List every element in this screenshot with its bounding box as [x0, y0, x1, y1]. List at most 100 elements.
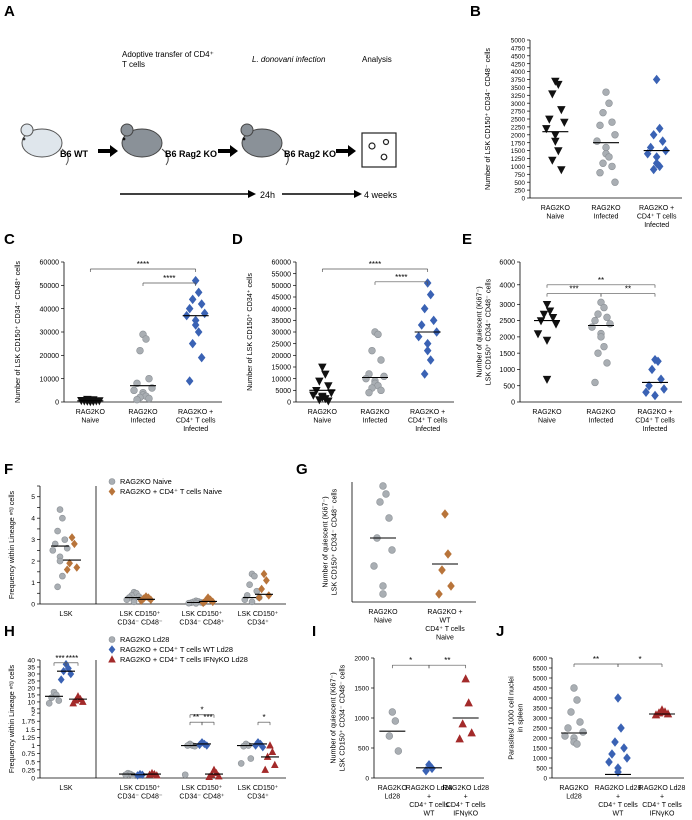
data-point — [551, 137, 560, 146]
data-point — [642, 387, 650, 397]
data-point — [551, 320, 561, 329]
y-tick-label: 0.75 — [22, 751, 35, 758]
y-tick-label: 3000 — [511, 101, 526, 108]
data-point — [614, 693, 622, 703]
panel-letter-g: G — [296, 461, 308, 478]
data-point — [145, 374, 153, 383]
category-label: LSK CD150⁺ CD34⁺ — [238, 785, 279, 801]
data-point — [49, 547, 57, 554]
data-point — [248, 598, 256, 606]
data-point — [620, 743, 628, 753]
y-tick-label: 750 — [514, 172, 525, 179]
significance-label: ** — [444, 656, 450, 665]
data-point — [380, 372, 388, 381]
y-axis-label: Number of LSK CD150⁺ CD34⁺ cells — [245, 273, 254, 391]
data-point — [122, 771, 129, 779]
legend-label: RAG2KO + CD4⁺ T cells Naive — [120, 487, 222, 496]
charts-layer: 0250500750100012501500175020002250250027… — [7, 38, 685, 818]
y-tick-label: 20 — [27, 685, 35, 692]
step-analysis: Analysis — [362, 55, 392, 64]
category-label: LSK CD150⁺ CD34⁺ — [238, 611, 279, 627]
chart-panel-i: 0 500 1000 1500 2000 Number of quiescent (Ki6… — [329, 656, 490, 818]
y-tick-label: 6000 — [533, 656, 548, 663]
y-tick-label: 2500 — [511, 117, 526, 124]
data-point — [426, 355, 435, 365]
data-point — [394, 747, 403, 755]
panel-letter-i: I — [312, 623, 316, 640]
y-tick-label: 1000 — [533, 756, 548, 763]
y-tick-label: 1500 — [354, 686, 369, 693]
y-tick-label: 50000 — [40, 283, 60, 290]
y-tick-label: 20000 — [40, 353, 60, 360]
data-point — [467, 728, 476, 737]
data-point — [591, 378, 599, 387]
y-tick-label: 25 — [27, 678, 35, 685]
y-tick-label: 1000 — [354, 716, 369, 723]
data-point — [596, 121, 604, 130]
data-point — [51, 540, 59, 548]
legend-label: RAG2KO + CD4⁺ T cells IFNγKO Ld28 — [120, 655, 248, 664]
data-point — [263, 576, 270, 585]
y-tick-label: 4500 — [511, 53, 526, 60]
step-infection: L. donovani infection — [252, 55, 326, 64]
data-point — [576, 718, 584, 726]
y-tick-label: 55000 — [272, 271, 292, 278]
data-point — [428, 763, 436, 774]
y-tick-label: 0 — [31, 602, 35, 609]
y-tick-label: 4500 — [533, 686, 548, 693]
data-point — [136, 346, 144, 355]
data-point — [608, 749, 616, 759]
y-tick-label: 2750 — [511, 109, 526, 116]
data-point — [597, 333, 605, 341]
data-point — [388, 708, 397, 716]
mouse-icon — [240, 123, 289, 166]
data-point — [542, 375, 552, 384]
panel-a: A B6 WT B6 Rag2 KO Adoptive transfer of … — [4, 3, 398, 200]
data-point — [539, 310, 549, 319]
chart-panel-c: 0 10000 20000 30000 40000 50000 60000 Number of… — [13, 260, 222, 433]
data-point — [444, 549, 452, 559]
significance-label: **** — [395, 273, 407, 282]
y-axis-label: Number of quiescent (Ki67⁻)LSK CD150⁺ CD… — [475, 278, 493, 385]
data-point — [261, 765, 269, 773]
data-point — [422, 766, 430, 776]
y-tick-label: 1.75 — [22, 719, 35, 726]
data-point — [603, 313, 611, 322]
data-point — [185, 303, 194, 314]
y-axis-label: Parasites/ 1000 cell nucleiin spleen — [507, 676, 525, 760]
data-point — [142, 335, 150, 343]
y-tick-label: 40000 — [40, 306, 60, 313]
data-point — [54, 527, 61, 535]
significance-label: * — [262, 713, 265, 722]
y-tick-label: 3000 — [499, 302, 515, 309]
data-point — [251, 572, 258, 580]
y-tick-label: 250 — [514, 188, 525, 195]
data-point — [599, 108, 607, 117]
data-point — [545, 115, 554, 124]
y-tick-label: 2000 — [499, 334, 515, 341]
group-label: RAG2KO Naive — [532, 409, 562, 425]
data-point — [246, 581, 253, 588]
y-tick-label: 1500 — [511, 148, 526, 155]
y-tick-label: 20000 — [272, 353, 292, 360]
data-point — [557, 106, 566, 115]
data-point — [599, 159, 607, 167]
y-tick-label: 3500 — [533, 706, 548, 713]
y-tick-label: 60000 — [272, 260, 292, 267]
data-point — [194, 327, 203, 337]
data-point — [379, 590, 387, 598]
data-point — [655, 161, 664, 172]
y-tick-label: 25000 — [272, 341, 292, 348]
y-tick-label: 2500 — [533, 726, 548, 733]
significance-label: *** — [55, 654, 64, 663]
y-tick-label: 0 — [511, 400, 515, 407]
data-point — [382, 490, 390, 498]
data-point — [423, 345, 432, 356]
y-tick-label: 3000 — [533, 716, 548, 723]
data-point — [658, 136, 667, 146]
data-point — [533, 330, 543, 339]
y-tick-label: 4250 — [511, 61, 526, 68]
data-point — [611, 178, 619, 186]
y-tick-label: 35000 — [272, 318, 292, 325]
data-point — [542, 336, 552, 345]
